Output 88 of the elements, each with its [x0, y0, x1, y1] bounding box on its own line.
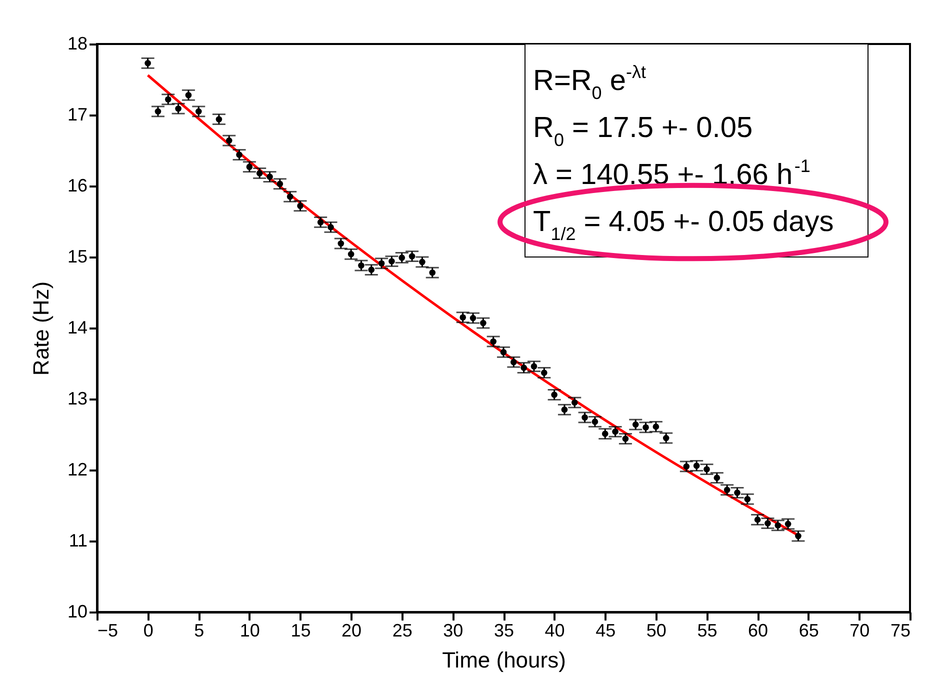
point	[551, 392, 558, 398]
point	[368, 266, 375, 273]
point	[286, 193, 294, 200]
point	[328, 224, 334, 230]
point	[144, 60, 151, 66]
x-tick-label: 20	[342, 620, 362, 640]
point	[226, 137, 232, 144]
x-tick-label: 45	[596, 620, 616, 640]
point	[500, 348, 507, 356]
point	[480, 320, 486, 326]
point	[582, 414, 588, 421]
point	[734, 490, 740, 496]
y-tick-label: 15	[67, 246, 88, 266]
point	[652, 424, 660, 430]
point	[348, 251, 354, 258]
point	[571, 399, 578, 406]
point	[185, 92, 192, 98]
point	[754, 516, 761, 523]
point	[530, 363, 538, 370]
x-tick-label: 30	[443, 620, 464, 640]
point	[358, 262, 364, 269]
point	[236, 152, 242, 158]
point	[662, 434, 670, 442]
point	[276, 180, 284, 188]
x-tick-label: 35	[494, 620, 514, 640]
x-tick-label: 55	[697, 620, 718, 640]
x-tick-label: 15	[290, 620, 311, 640]
point	[398, 254, 406, 261]
point	[520, 364, 527, 371]
point	[510, 358, 517, 366]
point	[642, 424, 649, 431]
point	[490, 338, 496, 345]
point	[470, 314, 476, 322]
point	[744, 496, 751, 502]
y-axis-title: Rate (Hz)	[28, 281, 54, 376]
y-tick-label: 14	[67, 318, 88, 338]
x-tick-label: 65	[798, 620, 819, 640]
point	[704, 466, 710, 472]
point	[388, 258, 395, 264]
point	[714, 474, 720, 481]
point	[378, 260, 385, 267]
point	[774, 522, 782, 529]
point	[683, 463, 690, 470]
point	[632, 421, 639, 428]
point	[622, 436, 629, 442]
point	[419, 258, 426, 266]
point	[338, 240, 344, 247]
point	[561, 406, 568, 413]
y-tick-label: 18	[67, 34, 88, 54]
y-tick-label: 13	[67, 388, 88, 408]
point	[246, 164, 253, 170]
point	[540, 370, 548, 376]
x-tick-label: 5	[194, 620, 204, 640]
point	[795, 532, 802, 540]
point	[297, 202, 304, 210]
x-tick-label: 40	[544, 620, 565, 640]
point	[408, 253, 416, 260]
point	[195, 108, 202, 115]
point	[612, 428, 618, 435]
point	[175, 105, 182, 112]
point	[256, 170, 263, 176]
point	[724, 486, 730, 494]
x-tick-label: 50	[646, 620, 666, 640]
point	[592, 418, 598, 425]
x-tick-label: 75	[890, 620, 910, 640]
point	[602, 430, 608, 437]
x-tick-label: 25	[392, 620, 412, 640]
point	[164, 96, 172, 103]
y-tick-label: 17	[67, 104, 88, 124]
y-tick-label: 11	[68, 530, 88, 550]
x-tick-label: 70	[850, 620, 870, 640]
point	[266, 174, 273, 180]
x-tick-label: 60	[748, 620, 768, 640]
y-tick-label: 10	[67, 602, 88, 622]
point	[154, 108, 162, 115]
point	[784, 520, 792, 528]
y-tick-label: 12	[67, 460, 88, 480]
point	[216, 116, 222, 122]
y-tick-label: 16	[67, 176, 88, 196]
x-tick-label: −5	[98, 620, 118, 640]
x-tick-label: 10	[240, 620, 260, 640]
point	[317, 219, 324, 226]
point	[764, 520, 771, 526]
point	[429, 269, 436, 276]
point	[693, 462, 700, 469]
x-axis-title: Time (hours)	[442, 648, 566, 672]
x-tick-label: 0	[143, 620, 154, 640]
point	[460, 314, 466, 321]
